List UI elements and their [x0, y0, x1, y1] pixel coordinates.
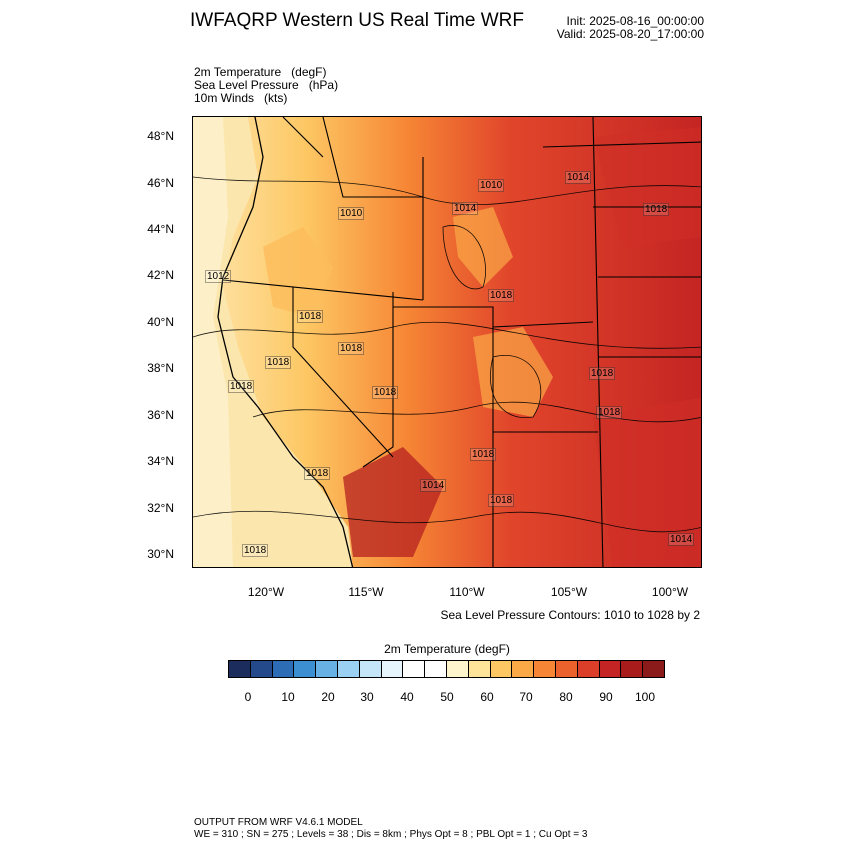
colorbar-label: 10: [281, 690, 295, 704]
colorbar-label: 20: [321, 690, 335, 704]
field-label-winds: 10m Winds (kts): [194, 91, 288, 105]
pressure-contour-label: 1018: [372, 386, 399, 399]
colorbar-swatch: [403, 661, 426, 677]
colorbar-swatch: [316, 661, 338, 677]
pressure-contour-label: 1018: [488, 494, 515, 507]
colorbar-swatch: [250, 661, 273, 677]
pressure-contour-label: 1018: [265, 356, 292, 369]
pressure-contour-label: 1018: [589, 367, 616, 380]
lat-label-30: 30°N: [147, 547, 174, 561]
lat-label-46: 46°N: [147, 176, 174, 190]
pressure-contour-label: 1014: [668, 533, 695, 546]
colorbar-swatch: [534, 661, 556, 677]
lat-label-42: 42°N: [147, 268, 174, 282]
colorbar-label: 30: [360, 690, 374, 704]
lon-label-115: 115°W: [348, 585, 384, 599]
lat-label-36: 36°N: [147, 408, 174, 422]
pressure-contour-label: 1018: [297, 310, 324, 323]
lat-label-34: 34°N: [147, 454, 174, 468]
pressure-contour-label: 1018: [643, 203, 670, 216]
pressure-contour-label: 1018: [242, 544, 269, 557]
colorbar-swatch: [381, 661, 404, 677]
colorbar-swatch: [337, 661, 360, 677]
colorbar-swatch: [294, 661, 317, 677]
colorbar-swatch: [599, 661, 622, 677]
colorbar-label: 60: [480, 690, 494, 704]
map-panel: [192, 116, 702, 568]
contour-note: Sea Level Pressure Contours: 1010 to 102…: [440, 608, 701, 622]
colorbar-label: 100: [634, 690, 656, 704]
pressure-contour-label: 1018: [596, 406, 623, 419]
pressure-contour-label: 1018: [488, 289, 515, 302]
lon-label-120: 120°W: [247, 585, 285, 599]
lat-label-44: 44°N: [147, 222, 174, 236]
field-label-pressure: Sea Level Pressure (hPa): [194, 78, 339, 92]
lat-label-32: 32°N: [147, 501, 174, 515]
plot-title: IWFAQRP Western US Real Time WRF: [190, 10, 524, 31]
colorbar-swatch: [359, 661, 382, 677]
pressure-contour-label: 1018: [338, 342, 365, 355]
lon-label-100: 100°W: [651, 585, 689, 599]
init-time: Init: 2025-08-16_00:00:00: [566, 14, 704, 28]
lat-label-40: 40°N: [147, 315, 174, 329]
colorbar-label: 40: [400, 690, 414, 704]
valid-time: Valid: 2025-08-20_17:00:00: [556, 27, 704, 41]
pressure-contour-label: 1014: [420, 479, 447, 492]
pressure-contour-label: 1018: [304, 467, 331, 480]
colorbar-label: 70: [519, 690, 533, 704]
lat-label-38: 38°N: [147, 361, 174, 375]
pressure-contour-label: 1010: [478, 179, 505, 192]
colorbar-label: 0: [244, 690, 252, 704]
colorbar-swatch: [446, 661, 469, 677]
footer-config: WE = 310 ; SN = 275 ; Levels = 38 ; Dis …: [194, 829, 588, 840]
footer-model: OUTPUT FROM WRF V4.6.1 MODEL: [194, 817, 363, 828]
lon-label-105: 105°W: [550, 585, 588, 599]
colorbar-swatch: [490, 661, 513, 677]
pressure-contour-label: 1010: [338, 207, 365, 220]
pressure-contour-label: 1014: [565, 171, 592, 184]
pressure-contour-label: 1018: [228, 380, 255, 393]
colorbar-swatch: [577, 661, 600, 677]
colorbar: [228, 660, 665, 678]
colorbar-swatch: [272, 661, 295, 677]
colorbar-title: 2m Temperature (degF): [384, 642, 510, 656]
colorbar-swatch: [512, 661, 535, 677]
lat-label-48: 48°N: [147, 129, 174, 143]
pressure-contour-label: 1012: [205, 270, 232, 283]
colorbar-swatch: [229, 661, 251, 677]
colorbar-swatch: [468, 661, 491, 677]
lon-label-110: 110°W: [449, 585, 485, 599]
temperature-map: [193, 117, 701, 567]
pressure-contour-label: 1014: [452, 202, 479, 215]
colorbar-swatch: [621, 661, 644, 677]
colorbar-label: 80: [559, 690, 573, 704]
colorbar-swatch: [555, 661, 578, 677]
colorbar-swatch: [643, 661, 664, 677]
field-label-temperature: 2m Temperature (degF): [194, 65, 327, 79]
pressure-contour-label: 1018: [470, 448, 497, 461]
colorbar-label: 90: [599, 690, 613, 704]
colorbar-swatch: [425, 661, 447, 677]
colorbar-label: 50: [440, 690, 454, 704]
